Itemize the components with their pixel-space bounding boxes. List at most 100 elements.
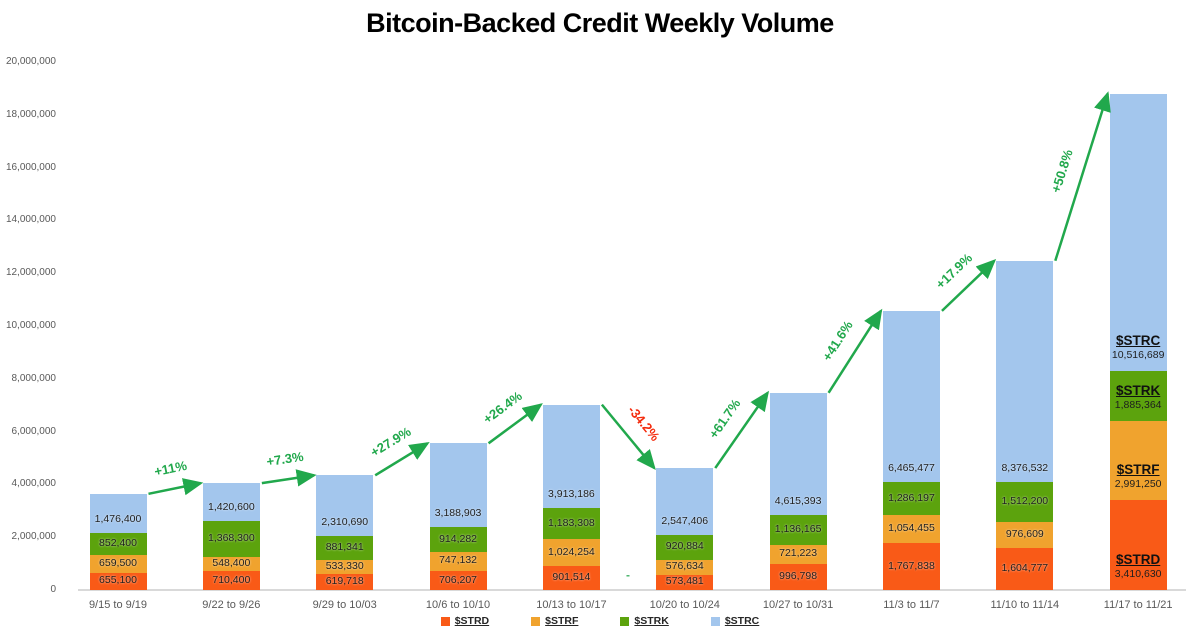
segment-value-label: 901,514 [552,571,591,584]
legend-label: $STRD [454,615,490,627]
bar-segment-strk [769,514,827,545]
y-axis-tick-label: 0 [50,584,56,595]
segment-value-label: 1,512,200 [1001,494,1049,507]
segment-value-label: 710,400 [212,573,251,586]
series-name-value-label: $STRD 3,410,630 [1115,552,1162,580]
bar-segment-strc [429,443,487,528]
series-name-value-label: $STRC 10,516,689 [1112,333,1165,361]
growth-arrow [1054,91,1111,262]
growth-arrow [148,478,204,496]
bar-segment-strf [89,555,147,573]
segment-value-label: 6,465,477 [888,461,935,474]
bar-segment-strf [656,559,714,575]
bar-segment-strf [542,539,600,567]
bar-segment-strd [769,563,827,590]
bar-segment-strf [769,544,827,564]
growth-arrow [600,403,656,471]
segment-value-label: 706,207 [439,573,478,586]
bar-segment-strc [656,468,714,536]
x-axis-category-label: 10/13 to 10/17 [536,599,607,611]
bar-segment-strd [429,571,487,590]
bar-segment-strk [429,527,487,552]
bar-segment-strc [202,483,260,521]
growth-arrow [941,259,997,312]
legend-swatch [531,616,541,626]
segment-value-label: 3,410,630 [1114,568,1162,580]
segment-value-label: 2,547,406 [661,515,709,528]
bar-segment-strc [996,260,1054,482]
segment-value-label: 1,476,400 [94,512,142,525]
segment-value-label: 573,481 [665,575,704,588]
series-name-value-label: $STRK 1,885,364 [1115,383,1162,411]
segment-value-label: 976,609 [1005,527,1044,540]
series-name-label: $STRD [1116,552,1161,567]
bar-segment-strd [656,574,714,590]
bar-segment-strd [316,573,374,590]
segment-value-label: 721,223 [779,547,818,560]
segment-value-label: 655,100 [99,574,137,587]
y-axis-tick-label: 20,000,000 [5,56,56,67]
pct-change-label: +26.4% [480,388,525,427]
bar-segment-strc [316,475,374,537]
segment-value-label: 1,183,308 [548,516,595,529]
pct-change-label: +61.7% [706,396,744,441]
segment-value-label: 2,310,690 [321,516,369,529]
bar-segment-strf [429,551,487,572]
growth-arrow [261,469,317,487]
growth-arrow [374,442,430,477]
pct-change-label: +27.9% [368,424,414,460]
bar-segment-strd [202,571,260,590]
y-axis-tick-label: 8,000,000 [11,372,57,384]
legend-swatch [620,616,630,626]
y-axis-tick-label: 2,000,000 [11,531,57,543]
series-name-label: $STRF [1116,461,1160,477]
bar-segment-strc [89,493,147,533]
bar-segment-strc [769,392,827,515]
bar-segment-strk [89,532,147,556]
bar-segment-strk [882,481,940,516]
bar-segment-strf [316,559,374,574]
segment-value-label: 659,500 [99,556,137,569]
segment-value-label: 1,604,777 [1001,561,1049,574]
segment-value-label: 8,376,532 [1001,461,1049,474]
x-axis-category-label: 9/29 to 10/03 [312,599,377,611]
growth-arrow [827,308,883,394]
x-axis-category-label: 9/15 to 9/19 [88,599,148,611]
y-axis-tick-label: 18,000,000 [5,108,56,120]
growth-arrow [714,390,770,469]
bar-segment-strf [882,515,940,544]
bar-segment-strk [656,535,714,560]
bar-segment-strk [1109,371,1167,421]
y-axis-tick-label: 12,000,000 [5,267,56,279]
pct-change-label: +41.6% [819,318,856,364]
bar-segment-strc [1109,93,1167,372]
bar-segment-strk [542,507,600,540]
segment-value-label: 1,368,300 [207,531,255,544]
series-name-label: $STRC [1116,333,1161,349]
segment-value-label: 1,286,197 [888,491,935,504]
segment-value-label: 1,054,455 [888,522,935,535]
legend-label: $STRF [545,615,579,627]
bar-segment-strc [542,404,600,508]
pct-change-label: -34.2% [625,403,663,445]
segment-value-label: 1,420,600 [207,500,255,513]
segment-value-label: 3,913,186 [548,487,595,500]
segment-value-label: 747,132 [439,554,478,567]
bar-segment-strd [882,543,940,590]
bar-segment-strd [1109,499,1167,590]
y-axis-tick-label: 16,000,000 [5,161,56,173]
chart-title: Bitcoin-Backed Credit Weekly Volume [366,8,834,38]
legend: $STRD $STRF $STRK $STRC [0,615,1200,627]
y-axis-tick-label: 4,000,000 [11,478,57,490]
x-axis-category-label: 11/10 to 11/14 [990,599,1060,611]
segment-value-label: 10,516,689 [1111,349,1165,362]
legend-swatch [440,616,450,626]
segment-value-label: 3,188,903 [434,507,482,520]
bar-segment-strc [882,310,940,482]
segment-value-label: 1,885,364 [1114,398,1162,411]
segment-value-label: 920,884 [665,540,704,553]
segment-value-label: 4,615,393 [774,494,822,507]
bar-segment-strd [89,572,147,590]
legend-label: $STRC [724,615,760,627]
